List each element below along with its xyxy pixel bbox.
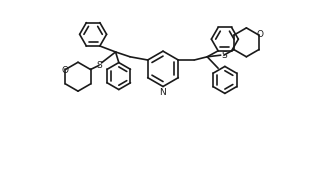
Text: O: O (256, 30, 263, 39)
Text: S: S (221, 51, 227, 60)
Text: O: O (61, 66, 68, 75)
Text: N: N (160, 88, 166, 97)
Text: S: S (96, 61, 102, 70)
